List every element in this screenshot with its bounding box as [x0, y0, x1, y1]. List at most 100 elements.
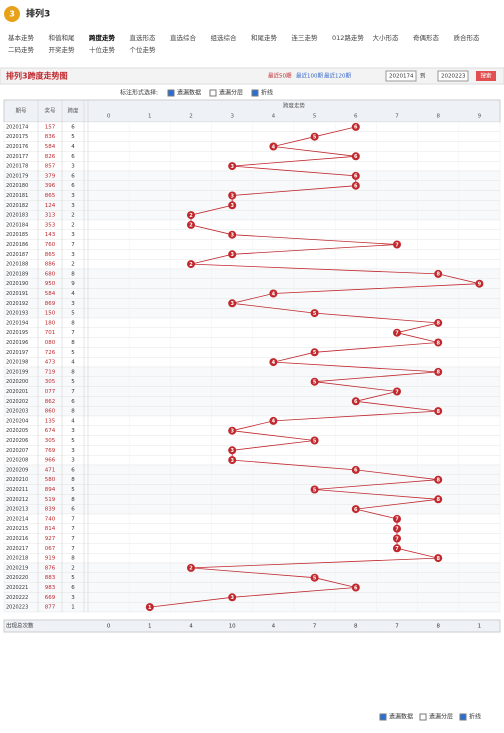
- nav-tab[interactable]: 和尾走势: [251, 33, 278, 42]
- span-ball: [310, 377, 319, 386]
- span-value: 6: [71, 173, 75, 179]
- number: 966: [45, 458, 56, 464]
- span-ball: [351, 583, 360, 592]
- row-bg: [3, 553, 501, 564]
- number: 719: [45, 369, 56, 375]
- stats-value: 1: [478, 624, 482, 630]
- span-ball: [187, 260, 195, 269]
- span-value: 6: [71, 124, 75, 130]
- span-ball: [228, 230, 237, 239]
- nav-tab[interactable]: 跨度走势: [89, 33, 116, 42]
- row-bg: [3, 298, 501, 309]
- span-ball: [228, 191, 237, 200]
- span-value: 9: [71, 281, 75, 287]
- number: 860: [45, 409, 56, 415]
- span-ball-label: 6: [354, 399, 358, 405]
- span-ball-label: 7: [395, 517, 399, 523]
- stats-label: 出现总次数: [6, 622, 34, 630]
- row-bg: [3, 131, 501, 142]
- number: 584: [45, 144, 56, 150]
- stats-value: 1: [148, 624, 152, 630]
- checkbox[interactable]: [251, 89, 259, 97]
- option-label: 遗漏数据: [389, 713, 413, 721]
- span-ball-label: 8: [436, 370, 440, 376]
- span-value: 4: [71, 144, 75, 150]
- nav-tab[interactable]: 奇偶形态: [413, 33, 440, 42]
- nav-tab[interactable]: 组选综合: [211, 33, 238, 42]
- span-ball-label: 5: [313, 350, 317, 356]
- issue: 2020206: [6, 438, 28, 444]
- number: 857: [45, 164, 56, 170]
- nav-tab[interactable]: 开奖走势: [49, 45, 76, 54]
- row-bg: [3, 445, 501, 456]
- stats-value: 4: [272, 624, 276, 630]
- span-ball: [228, 426, 237, 435]
- row-bg: [3, 582, 501, 593]
- nav-tab[interactable]: 基本走势: [8, 33, 35, 42]
- page-heading: 排列3跨度走势图: [6, 71, 68, 81]
- row-bg: [3, 562, 501, 574]
- row-bg: [3, 602, 501, 613]
- row-bg: [3, 249, 501, 260]
- span-ball: [351, 122, 360, 131]
- span-value: 7: [71, 546, 75, 552]
- span-ball-label: 6: [354, 154, 358, 160]
- number: 769: [45, 448, 56, 454]
- span-value: 5: [71, 438, 75, 444]
- digit-header: 0: [107, 114, 111, 120]
- row-bg: [3, 435, 501, 446]
- nav-tab[interactable]: 十位走势: [89, 45, 116, 54]
- search-label[interactable]: 搜索: [480, 72, 492, 80]
- span-ball: [187, 563, 195, 572]
- span-ball-label: 8: [436, 478, 440, 484]
- span-ball: [310, 573, 319, 582]
- issue: 2020180: [6, 183, 28, 189]
- row-bg: [3, 308, 501, 319]
- input-box[interactable]: [437, 70, 469, 82]
- span-value: 6: [71, 154, 75, 160]
- nav-tab[interactable]: 质合形态: [454, 33, 481, 42]
- recent-link[interactable]: 最近100期: [296, 72, 323, 80]
- issue: 2020215: [6, 526, 28, 532]
- span-ball-label: 4: [272, 419, 276, 425]
- nav-tab[interactable]: 二码走势: [8, 45, 35, 54]
- number: 883: [45, 575, 56, 581]
- span-value: 8: [71, 320, 75, 326]
- span-ball: [393, 534, 401, 543]
- span-ball: [228, 593, 237, 602]
- nav-tab[interactable]: 直选综合: [170, 33, 197, 42]
- recent-link[interactable]: 最近50期: [268, 72, 292, 80]
- span-value: 6: [71, 183, 75, 189]
- nav-tab[interactable]: 和值和尾: [49, 33, 76, 42]
- option-label: 遗漏分层: [219, 89, 243, 97]
- issue: 2020219: [6, 565, 28, 571]
- checkbox[interactable]: [419, 713, 427, 721]
- stats-value: 4: [189, 624, 193, 630]
- checkbox[interactable]: [209, 89, 217, 97]
- row-bg: [3, 337, 501, 348]
- number: 353: [45, 222, 56, 228]
- span-ball-label: 7: [395, 536, 399, 542]
- nav-tab[interactable]: 直选形态: [130, 33, 157, 42]
- span-value: 3: [71, 458, 75, 464]
- span-ball: [393, 387, 401, 396]
- nav-tab[interactable]: 连三走势: [292, 33, 319, 42]
- span-ball-label: 4: [272, 360, 276, 366]
- nav-tab[interactable]: 大小形态: [373, 33, 400, 42]
- span-value: 7: [71, 526, 75, 532]
- checkbox[interactable]: [459, 713, 467, 721]
- span-value: 3: [71, 595, 75, 601]
- nav-tab[interactable]: 个位走势: [130, 45, 157, 54]
- row-bg: [3, 219, 501, 231]
- issue: 2020175: [6, 134, 28, 140]
- recent-link[interactable]: 最近120期: [324, 72, 351, 80]
- checkbox[interactable]: [167, 89, 175, 97]
- number: 877: [45, 605, 56, 611]
- span-value: 8: [71, 369, 75, 375]
- checkbox[interactable]: [379, 713, 387, 721]
- search-btn[interactable]: [476, 71, 496, 81]
- input-box[interactable]: [385, 70, 417, 82]
- row-bg: [3, 239, 501, 250]
- row-bg: [3, 268, 501, 280]
- nav-tab[interactable]: 012路走势: [332, 33, 364, 42]
